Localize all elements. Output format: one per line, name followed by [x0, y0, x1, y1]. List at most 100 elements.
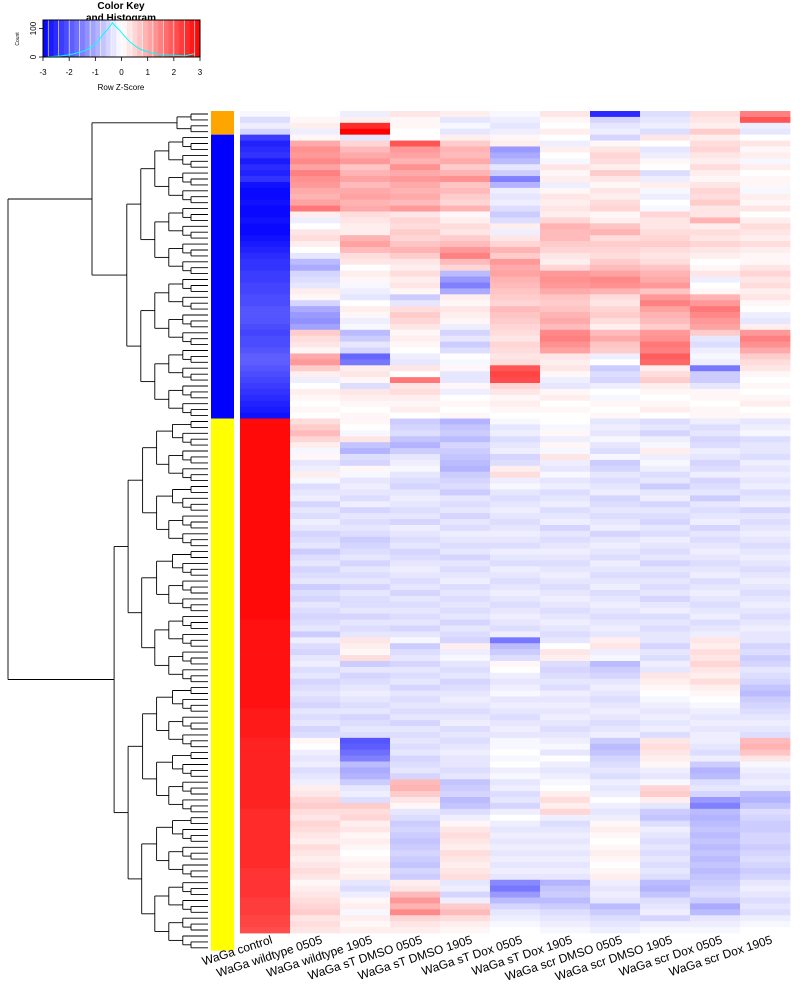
heatmap-cell: [240, 749, 291, 756]
heatmap-cell: [240, 400, 291, 408]
heatmap-cell: [690, 548, 741, 555]
heatmap-cell: [240, 164, 291, 171]
heatmap-cell: [640, 459, 691, 467]
heatmap-cell: [390, 176, 441, 183]
heatmap-cell: [490, 873, 541, 881]
heatmap-cell: [490, 483, 541, 490]
heatmap-cell: [440, 726, 491, 733]
heatmap-cell: [640, 909, 691, 916]
heatmap-cell: [740, 424, 791, 431]
color-key-swatch: [100, 20, 107, 57]
heatmap-cell: [640, 217, 691, 224]
heatmap-cell: [590, 885, 641, 892]
heatmap-cell: [690, 229, 741, 236]
heatmap-cell: [490, 879, 541, 887]
heatmap-cell: [390, 749, 441, 756]
heatmap-cell: [490, 554, 541, 561]
heatmap-cell: [540, 743, 591, 751]
heatmap-cell: [240, 270, 291, 277]
heatmap-cell: [490, 578, 541, 585]
heatmap-cell: [690, 590, 741, 597]
heatmap-cell: [390, 359, 441, 366]
heatmap-cell: [240, 601, 291, 609]
heatmap-cell: [740, 666, 791, 674]
heatmap-cell: [240, 655, 291, 662]
heatmap-cell: [690, 170, 741, 177]
heatmap-cell: [440, 909, 491, 916]
heatmap-cell: [540, 737, 591, 745]
heatmap-cell: [490, 453, 541, 461]
heatmap-cell: [640, 619, 691, 626]
heatmap-cell: [240, 116, 291, 124]
heatmap-cell: [490, 241, 541, 248]
heatmap-cell: [440, 276, 491, 283]
heatmap-cell: [490, 572, 541, 579]
heatmap-cell: [540, 749, 591, 756]
heatmap-cell: [640, 903, 691, 910]
heatmap-cell: [690, 158, 741, 165]
heatmap-cell: [290, 430, 341, 437]
heatmap-cell: [390, 755, 441, 762]
heatmap-cell: [390, 264, 441, 272]
heatmap-cell: [440, 140, 491, 147]
heatmap-cell: [740, 383, 791, 390]
heatmap-cell: [590, 365, 641, 372]
heatmap-cell: [340, 796, 391, 804]
heatmap-cell: [440, 122, 491, 130]
heatmap-cell: [640, 767, 691, 774]
heatmap-cell: [340, 134, 391, 141]
heatmap-cell: [640, 649, 691, 656]
heatmap-cell: [690, 341, 741, 348]
heatmap-cell: [290, 548, 341, 555]
heatmap-cell: [690, 832, 741, 839]
color-key-title-line2: and Histogram: [86, 13, 156, 24]
heatmap-cell: [640, 542, 691, 550]
heatmap-cell: [690, 850, 741, 857]
heatmap-cell: [340, 471, 391, 479]
heatmap-cell: [290, 406, 341, 413]
heatmap-cell: [690, 507, 741, 514]
heatmap-cell: [290, 388, 341, 396]
heatmap-cell: [540, 471, 591, 479]
heatmap-cell: [740, 714, 791, 721]
heatmap-cell: [240, 501, 291, 508]
heatmap-cell: [590, 590, 641, 597]
heatmap-cell: [590, 844, 641, 851]
heatmap-cell: [440, 501, 491, 508]
heatmap-cell: [490, 519, 541, 526]
heatmap-cell: [540, 891, 591, 898]
heatmap-cell: [490, 300, 541, 307]
heatmap-cell: [640, 761, 691, 768]
heatmap-cell: [690, 637, 741, 644]
heatmap-cell: [690, 235, 741, 242]
heatmap-cell: [340, 726, 391, 733]
heatmap-cell: [740, 773, 791, 780]
heatmap-cell: [490, 909, 541, 916]
heatmap-cell: [290, 371, 341, 378]
heatmap-cell: [440, 507, 491, 514]
heatmap-cell: [540, 566, 591, 573]
heatmap-cell: [740, 471, 791, 479]
heatmap-cell: [340, 791, 391, 798]
heatmap-cell: [740, 761, 791, 768]
heatmap-cell: [290, 844, 341, 851]
heatmap-cell: [640, 684, 691, 691]
heatmap-cell: [440, 637, 491, 644]
heatmap-cell: [490, 400, 541, 408]
heatmap-cell: [690, 495, 741, 502]
heatmap-cell: [240, 672, 291, 680]
heatmap-cell: [290, 897, 341, 904]
heatmap-cell: [540, 359, 591, 366]
heatmap-cell: [390, 412, 441, 419]
heatmap-cell: [590, 359, 641, 366]
heatmap-cell: [290, 862, 341, 869]
heatmap-cell: [690, 672, 741, 680]
heatmap-cell: [640, 371, 691, 378]
heatmap-cell: [340, 128, 391, 136]
heatmap-cell: [340, 785, 391, 792]
heatmap-cell: [540, 187, 591, 195]
heatmap-cell: [740, 495, 791, 502]
heatmap-cell: [640, 489, 691, 496]
heatmap-cell: [490, 513, 541, 520]
heatmap-cell: [590, 217, 641, 224]
